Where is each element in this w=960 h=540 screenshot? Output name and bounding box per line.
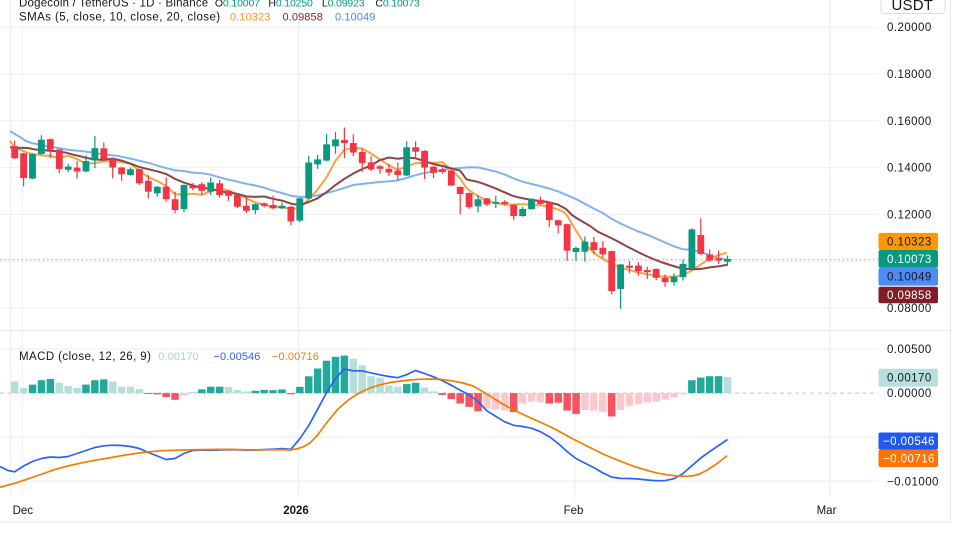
svg-text:0.16000: 0.16000 [887,116,932,128]
svg-text:H0.10250: H0.10250 [268,0,313,10]
svg-text:−0.01000: −0.01000 [887,477,939,489]
svg-text:0.18000: 0.18000 [887,69,932,81]
svg-text:0.10323: 0.10323 [887,236,932,248]
svg-text:0.08000: 0.08000 [887,303,932,315]
svg-text:C0.10073: C0.10073 [375,0,420,10]
svg-text:USDT: USDT [892,0,934,14]
svg-text:Dec: Dec [13,505,34,517]
svg-text:SMAs (5, close, 10, close, 20,: SMAs (5, close, 10, close, 20, close) [19,12,221,24]
svg-text:0.09858: 0.09858 [283,12,323,24]
svg-text:Mar: Mar [817,505,837,517]
svg-text:−0.00716: −0.00716 [272,351,319,363]
svg-text:−0.00546: −0.00546 [214,351,261,363]
svg-text:O0.10007: O0.10007 [215,0,260,10]
svg-text:0.00000: 0.00000 [887,388,932,400]
svg-text:0.00170: 0.00170 [887,373,932,385]
svg-text:MACD (close, 12, 26, 9): MACD (close, 12, 26, 9) [19,351,151,363]
svg-text:0.12000: 0.12000 [887,209,932,221]
svg-text:2026: 2026 [283,505,309,517]
svg-text:−0.00546: −0.00546 [883,436,935,448]
svg-text:Feb: Feb [564,505,584,517]
svg-text:0.09858: 0.09858 [887,290,932,302]
svg-text:−0.00716: −0.00716 [883,453,935,465]
svg-text:0.10073: 0.10073 [887,254,932,266]
svg-text:0.20000: 0.20000 [887,22,932,34]
svg-text:Dogecoin / TetherUS · 1D · Bin: Dogecoin / TetherUS · 1D · Binance [19,0,208,10]
svg-text:0.10049: 0.10049 [335,12,375,24]
svg-text:L0.09923: L0.09923 [322,0,365,10]
svg-text:0.00170: 0.00170 [158,351,198,363]
svg-text:0.10049: 0.10049 [887,272,932,284]
svg-text:0.10323: 0.10323 [230,12,270,24]
svg-text:0.00500: 0.00500 [887,344,932,356]
svg-text:0.14000: 0.14000 [887,163,932,175]
